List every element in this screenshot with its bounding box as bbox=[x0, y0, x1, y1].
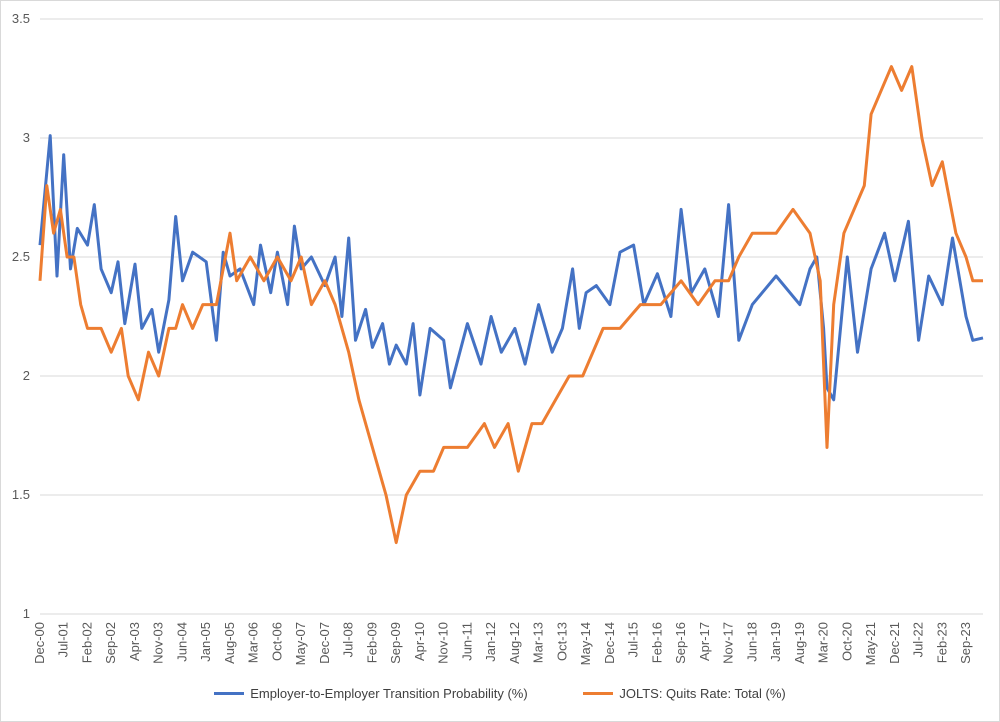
y-tick-label: 3 bbox=[23, 130, 30, 145]
x-tick-label: Feb-16 bbox=[649, 622, 664, 663]
series-line-quits bbox=[38, 65, 983, 545]
x-tick-label: Dec-14 bbox=[602, 622, 617, 664]
x-tick-label: Jul-15 bbox=[626, 622, 641, 657]
x-tick-label: Oct-20 bbox=[839, 622, 854, 661]
x-tick-label: Jul-08 bbox=[341, 622, 356, 657]
x-tick-label: Sep-09 bbox=[388, 622, 403, 664]
x-tick-label: Nov-10 bbox=[436, 622, 451, 664]
x-tick-label: Feb-23 bbox=[934, 622, 949, 663]
x-tick-label: Feb-02 bbox=[79, 622, 94, 663]
legend-swatch-quits bbox=[583, 692, 614, 695]
legend-label-quits: JOLTS: Quits Rate: Total (%) bbox=[619, 686, 786, 701]
series-line-e2e bbox=[38, 134, 984, 402]
legend: Employer-to-Employer Transition Probabil… bbox=[0, 683, 1000, 701]
x-tick-label: Feb-09 bbox=[364, 622, 379, 663]
x-tick-label: Jan-19 bbox=[768, 622, 783, 662]
legend-swatch-e2e bbox=[214, 692, 245, 695]
x-axis-tick-labels: Dec-00 Jul-01 Feb-02 Sep-02 Apr-03 Nov-03 Jun-… bbox=[32, 622, 973, 665]
x-tick-label: Apr-10 bbox=[412, 622, 427, 661]
x-tick-label: Apr-03 bbox=[127, 622, 142, 661]
x-tick-label: Oct-06 bbox=[269, 622, 284, 661]
x-tick-label: Mar-13 bbox=[531, 622, 546, 663]
y-tick-label: 2.5 bbox=[12, 249, 30, 264]
x-tick-label: Dec-00 bbox=[32, 622, 47, 664]
legend-item-e2e: Employer-to-Employer Transition Probabil… bbox=[214, 686, 528, 701]
series-lines bbox=[38, 65, 984, 545]
x-tick-label: May-07 bbox=[293, 622, 308, 665]
x-tick-label: Jun-18 bbox=[744, 622, 759, 662]
y-axis-tick-labels: 1 1.5 2 2.5 3 3.5 bbox=[12, 11, 30, 621]
x-tick-label: Mar-06 bbox=[246, 622, 261, 663]
x-tick-label: May-14 bbox=[578, 622, 593, 665]
x-tick-label: Jul-22 bbox=[911, 622, 926, 657]
gridlines bbox=[40, 18, 983, 615]
x-tick-label: Nov-17 bbox=[721, 622, 736, 664]
x-tick-label: Apr-17 bbox=[697, 622, 712, 661]
x-tick-label: Sep-23 bbox=[958, 622, 973, 664]
x-tick-label: Sep-16 bbox=[673, 622, 688, 664]
x-tick-label: Aug-12 bbox=[507, 622, 522, 664]
x-tick-label: Oct-13 bbox=[554, 622, 569, 661]
legend-item-quits: JOLTS: Quits Rate: Total (%) bbox=[583, 686, 786, 701]
x-tick-label: Jul-01 bbox=[56, 622, 71, 657]
x-tick-label: Jan-05 bbox=[198, 622, 213, 662]
x-tick-label: May-21 bbox=[863, 622, 878, 665]
y-tick-label: 1 bbox=[23, 606, 30, 621]
x-tick-label: Jun-04 bbox=[174, 622, 189, 662]
y-tick-label: 1.5 bbox=[12, 487, 30, 502]
x-tick-label: Jan-12 bbox=[483, 622, 498, 662]
y-tick-label: 3.5 bbox=[12, 11, 30, 26]
x-tick-label: Mar-20 bbox=[816, 622, 831, 663]
x-tick-label: Jun-11 bbox=[459, 622, 474, 661]
y-tick-label: 2 bbox=[23, 368, 30, 383]
x-tick-label: Aug-05 bbox=[222, 622, 237, 664]
x-tick-label: Dec-07 bbox=[317, 622, 332, 664]
legend-label-e2e: Employer-to-Employer Transition Probabil… bbox=[250, 686, 528, 701]
x-tick-label: Sep-02 bbox=[103, 622, 118, 664]
x-tick-label: Dec-21 bbox=[887, 622, 902, 664]
x-tick-label: Nov-03 bbox=[151, 622, 166, 664]
x-tick-label: Aug-19 bbox=[792, 622, 807, 664]
